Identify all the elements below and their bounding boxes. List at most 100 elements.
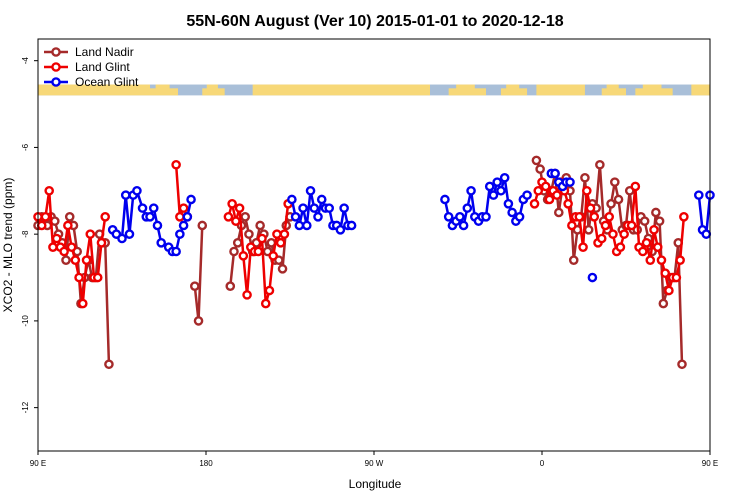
data-point: [117, 233, 127, 244]
data-point: [81, 255, 92, 265]
data-point: [178, 203, 189, 213]
data-point: [638, 246, 648, 257]
data-point: [645, 255, 656, 265]
x-tick-label: 0: [540, 459, 545, 468]
data-point: [533, 185, 544, 196]
data-point: [589, 212, 600, 222]
data-point: [664, 285, 674, 296]
data-point: [40, 212, 51, 222]
data-point: [626, 220, 637, 231]
data-point: [563, 198, 573, 209]
map-strip-land: [448, 88, 486, 96]
data-point: [66, 242, 77, 252]
data-point: [63, 220, 73, 231]
legend-marker: [51, 77, 61, 87]
data-point: [567, 220, 577, 231]
data-point: [458, 220, 469, 231]
data-point: [466, 185, 476, 196]
chart-title: 55N-60N August (Ver 10) 2015-01-01 to 20…: [186, 13, 563, 30]
map-strip-land: [288, 84, 377, 90]
data-point: [544, 194, 555, 205]
series-ocean-glint: [107, 168, 715, 283]
data-point: [61, 255, 71, 265]
data-point: [514, 212, 525, 222]
data-point: [652, 242, 663, 252]
y-axis-label: XCO2 - MLO trend (ppm): [1, 178, 15, 313]
data-point: [298, 203, 308, 213]
data-point: [582, 185, 592, 196]
data-point: [578, 242, 588, 252]
data-point: [242, 290, 252, 300]
data-point: [225, 281, 236, 292]
legend-label: Ocean Glint: [75, 75, 139, 89]
data-point: [615, 242, 626, 252]
data-point: [610, 177, 620, 187]
data-point: [443, 212, 454, 222]
data-point: [580, 172, 590, 183]
data-point: [324, 203, 335, 213]
data-point: [568, 255, 579, 265]
y-tick-label: -6: [21, 143, 30, 151]
legend-marker: [51, 62, 61, 72]
data-point: [240, 212, 250, 222]
data-point: [677, 359, 687, 370]
data-point: [197, 220, 208, 231]
data-point: [585, 203, 596, 213]
map-strip-land: [606, 84, 619, 90]
map-strip-land: [150, 88, 178, 96]
data-point: [701, 229, 712, 239]
x-tick-label: 90 E: [30, 459, 46, 468]
y-tick-label: -12: [21, 401, 30, 413]
data-point: [175, 212, 185, 222]
data-point: [595, 159, 605, 170]
data-point: [313, 212, 323, 222]
data-point: [156, 238, 166, 248]
data-point: [70, 255, 81, 265]
data-point: [51, 233, 62, 244]
data-point: [152, 220, 163, 231]
data-point: [654, 216, 665, 226]
data-point: [171, 246, 181, 257]
data-point: [78, 298, 88, 309]
map-strip-land: [456, 84, 475, 90]
data-point: [227, 198, 237, 209]
legend-label: Land Glint: [75, 60, 130, 74]
data-point: [182, 212, 193, 222]
data-point: [238, 251, 249, 261]
data-point: [481, 212, 491, 222]
data-point: [335, 225, 346, 235]
data-point: [522, 190, 532, 200]
data-point: [554, 207, 564, 218]
map-strip-land: [635, 88, 673, 96]
data-point: [440, 194, 450, 205]
map-strip-land: [546, 84, 571, 90]
data-point: [120, 190, 131, 200]
data-point: [92, 272, 103, 283]
data-point: [260, 298, 271, 309]
map-strip-land: [642, 84, 662, 90]
data-point: [253, 246, 264, 257]
data-point: [264, 285, 275, 296]
data-point: [178, 220, 189, 231]
data-point: [309, 203, 320, 213]
data-point: [59, 246, 69, 257]
data-point: [462, 203, 473, 213]
x-tick-label: 90 E: [702, 459, 718, 468]
map-strip-land: [60, 84, 117, 90]
data-point: [294, 220, 305, 231]
data-point: [583, 225, 594, 235]
data-point: [272, 229, 282, 239]
data-point: [305, 185, 316, 196]
data-point: [535, 164, 545, 174]
data-point: [656, 255, 667, 265]
data-point: [175, 229, 185, 239]
y-axis: -4 -6 -8 -10 -12: [21, 57, 38, 413]
data-point: [639, 216, 650, 226]
data-point: [64, 212, 75, 222]
data-point: [679, 212, 689, 222]
legend-marker: [51, 47, 61, 57]
y-tick-label: -10: [21, 315, 30, 327]
data-point: [275, 238, 286, 248]
data-point: [346, 220, 357, 231]
